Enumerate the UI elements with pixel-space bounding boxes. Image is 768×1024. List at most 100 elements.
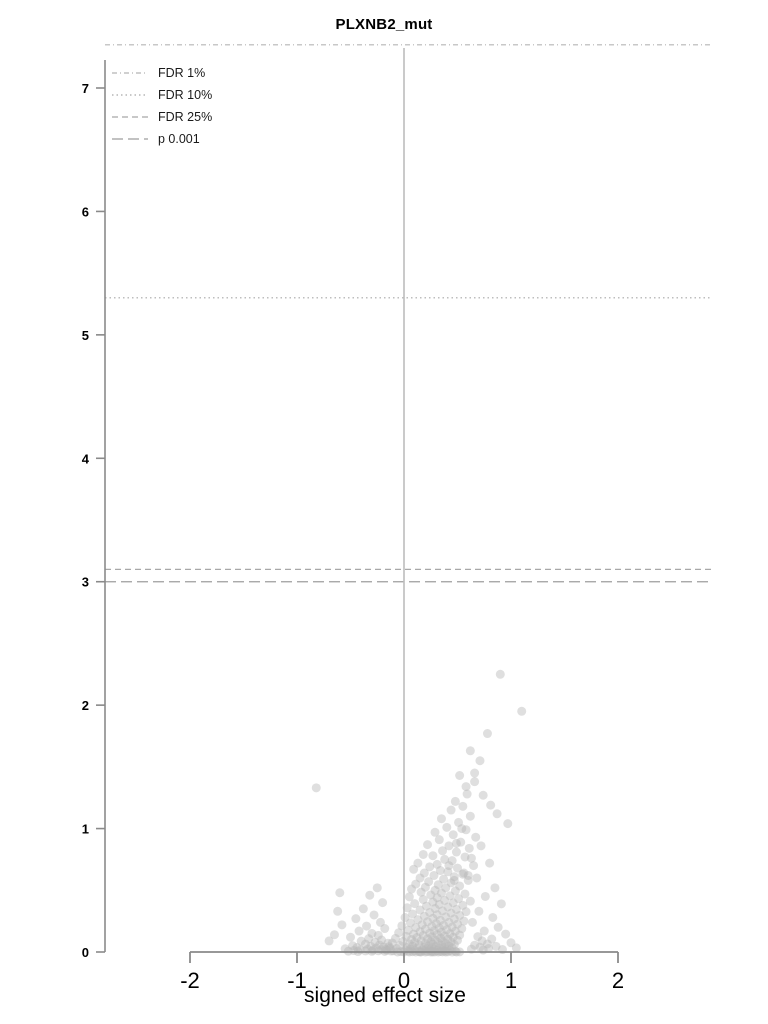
scatter-point: [421, 944, 431, 954]
scatter-point: [423, 840, 433, 850]
scatter-point: [430, 904, 440, 914]
scatter-point: [448, 898, 458, 908]
y-tick-label: 0: [82, 945, 89, 960]
scatter-point: [435, 866, 445, 876]
scatter-point: [458, 869, 468, 879]
scatter-point: [404, 939, 414, 949]
scatter-point: [447, 856, 457, 866]
scatter-point: [439, 920, 449, 930]
scatter-point: [438, 936, 448, 946]
scatter-point: [356, 936, 366, 946]
scatter-point: [337, 920, 347, 930]
scatter-point: [470, 768, 480, 778]
scatter-point: [436, 940, 446, 950]
scatter-point: [444, 841, 454, 851]
scatter-point: [402, 942, 412, 952]
scatter-point: [465, 811, 475, 821]
legend-item-p-0001[interactable]: p 0.001: [112, 128, 302, 150]
scatter-point: [411, 923, 421, 933]
scatter-point: [474, 906, 484, 916]
scatter-point: [454, 894, 464, 904]
scatter-point: [380, 924, 390, 934]
dotted-line-icon: [112, 90, 148, 100]
scatter-point: [482, 729, 492, 739]
page-title: PLXNB2_mut: [335, 16, 433, 33]
scatter-point: [456, 837, 466, 847]
scatter-point: [438, 906, 448, 916]
scatter-point: [428, 851, 438, 861]
scatter-point: [431, 941, 441, 951]
scatter-point: [390, 933, 400, 943]
scatter-point: [442, 925, 452, 935]
scatter-point: [402, 903, 412, 913]
scatter-point: [354, 926, 364, 936]
scatter-point: [462, 789, 472, 799]
legend-item-fdr-10[interactable]: FDR 10%: [112, 84, 302, 106]
scatter-point: [487, 934, 497, 944]
scatter-point: [464, 843, 474, 853]
scatter-point: [401, 931, 411, 941]
scatter-point: [463, 870, 473, 880]
scatter-point: [443, 934, 453, 944]
scatter-point: [496, 899, 506, 909]
scatter-point: [384, 942, 394, 952]
scatter-point: [493, 922, 503, 932]
x-tick-label: 2: [612, 968, 624, 993]
scatter-point: [458, 900, 468, 910]
scatter-point: [454, 817, 464, 827]
scatter-point: [461, 907, 471, 917]
scatter-point: [417, 920, 427, 930]
scatter-point: [436, 814, 446, 824]
y-tick-label: 5: [82, 328, 89, 343]
scatter-point: [445, 891, 455, 901]
legend-item-fdr-1[interactable]: FDR 1%: [112, 62, 302, 84]
legend-item-fdr-25[interactable]: FDR 25%: [112, 106, 302, 128]
scatter-point: [475, 756, 485, 766]
scatter-point: [491, 941, 501, 951]
scatter-point: [429, 870, 439, 880]
scatter-point: [449, 940, 459, 950]
scatter-point: [408, 909, 418, 919]
scatter-point: [362, 921, 372, 931]
scatter-point: [469, 861, 479, 871]
scatter-point: [379, 942, 389, 952]
scatter-point: [501, 929, 511, 939]
scatter-point: [453, 863, 462, 873]
scatter-point: [392, 944, 402, 954]
scatter-point: [346, 932, 355, 942]
scatter-point: [340, 944, 350, 954]
scatter-point: [403, 925, 413, 935]
scatter-point: [432, 910, 442, 920]
scatter-point: [434, 835, 444, 845]
scatter-point: [426, 937, 436, 947]
scatter-point: [470, 777, 480, 787]
scatter-point: [503, 819, 513, 829]
scatter-point: [419, 911, 429, 921]
scatter-point: [415, 927, 425, 937]
scatter-point: [372, 883, 382, 893]
scatter-point: [453, 919, 462, 929]
scatter-point: [365, 890, 375, 900]
scatter-point: [484, 944, 494, 954]
dashdot-line-icon: [112, 68, 148, 78]
x-tick-label: 1: [505, 968, 517, 993]
scatter-point: [443, 902, 453, 912]
scatter-point: [412, 933, 422, 943]
scatter-point: [490, 883, 500, 893]
scatter-point: [419, 868, 429, 878]
scatter-point: [480, 891, 490, 901]
scatter-point: [450, 796, 460, 806]
scatter-point: [374, 940, 384, 950]
scatter-point: [448, 830, 458, 840]
scatter-point: [419, 946, 429, 956]
scatter-point: [416, 887, 426, 897]
y-tick-label: 4: [82, 451, 90, 466]
scatter-point: [435, 915, 445, 925]
scatter-point: [482, 939, 492, 949]
y-axis-ticks: 0 1 2 3 4 5 6 7: [82, 81, 105, 960]
scatter-point: [394, 928, 404, 938]
scatter-point: [413, 858, 423, 868]
scatter-point: [433, 880, 443, 890]
scatter-point: [449, 914, 459, 924]
